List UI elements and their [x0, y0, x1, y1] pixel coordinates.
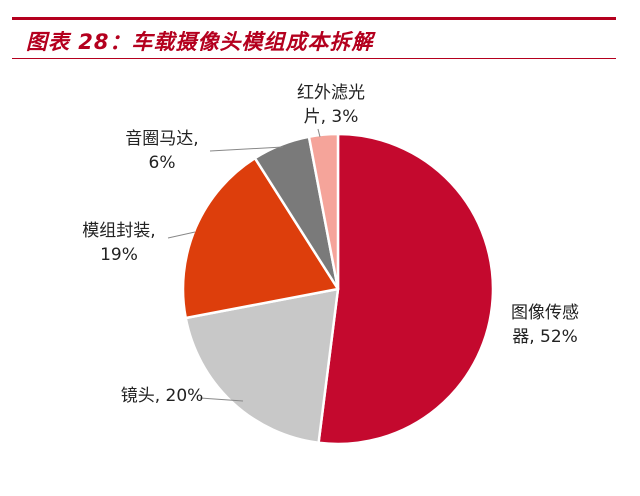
pie-slice-1 [317, 132, 495, 446]
slice-label-2: 镜头, 20% [121, 386, 204, 406]
leader-lines [167, 128, 321, 402]
slice-label-line: 6% [149, 153, 176, 173]
slice-label-3: 模组封装, 19% [82, 221, 155, 265]
slice-label-line: 红外滤光 [297, 83, 365, 103]
leader-line-4 [209, 146, 284, 152]
pie-slice-3 [181, 156, 340, 320]
slice-labels: 图像传感器, 52% 镜头, 20% 模组封装, 19% 音圈马达, 6% 红外滤光片, 3… [82, 83, 579, 406]
slice-label-line: 音圈马达, [125, 129, 198, 149]
pie-slices [181, 132, 495, 446]
slice-label-line: 片, 3% [304, 107, 359, 127]
slice-label-line: 图像传感 [511, 303, 579, 323]
slice-label-line: 器, 52% [512, 327, 578, 347]
leader-line-2 [199, 397, 244, 402]
leader-line-3 [167, 231, 196, 239]
leader-line-5 [317, 128, 321, 138]
pie-slice-2 [184, 287, 340, 445]
slice-label-line: 镜头, 20% [121, 386, 204, 406]
slice-label-5: 红外滤光片, 3% [297, 83, 365, 127]
slice-label-line: 模组封装, [82, 221, 155, 241]
pie-slice-5 [307, 132, 340, 291]
figure-title: 图表 28：车载摄像头模组成本拆解 [26, 30, 374, 54]
title-bottom-rule [12, 58, 616, 59]
title-top-rule [12, 17, 616, 20]
slice-label-4: 音圈马达, 6% [125, 129, 198, 173]
slice-label-line: 19% [100, 245, 138, 265]
slice-label-1: 图像传感器, 52% [511, 303, 579, 347]
